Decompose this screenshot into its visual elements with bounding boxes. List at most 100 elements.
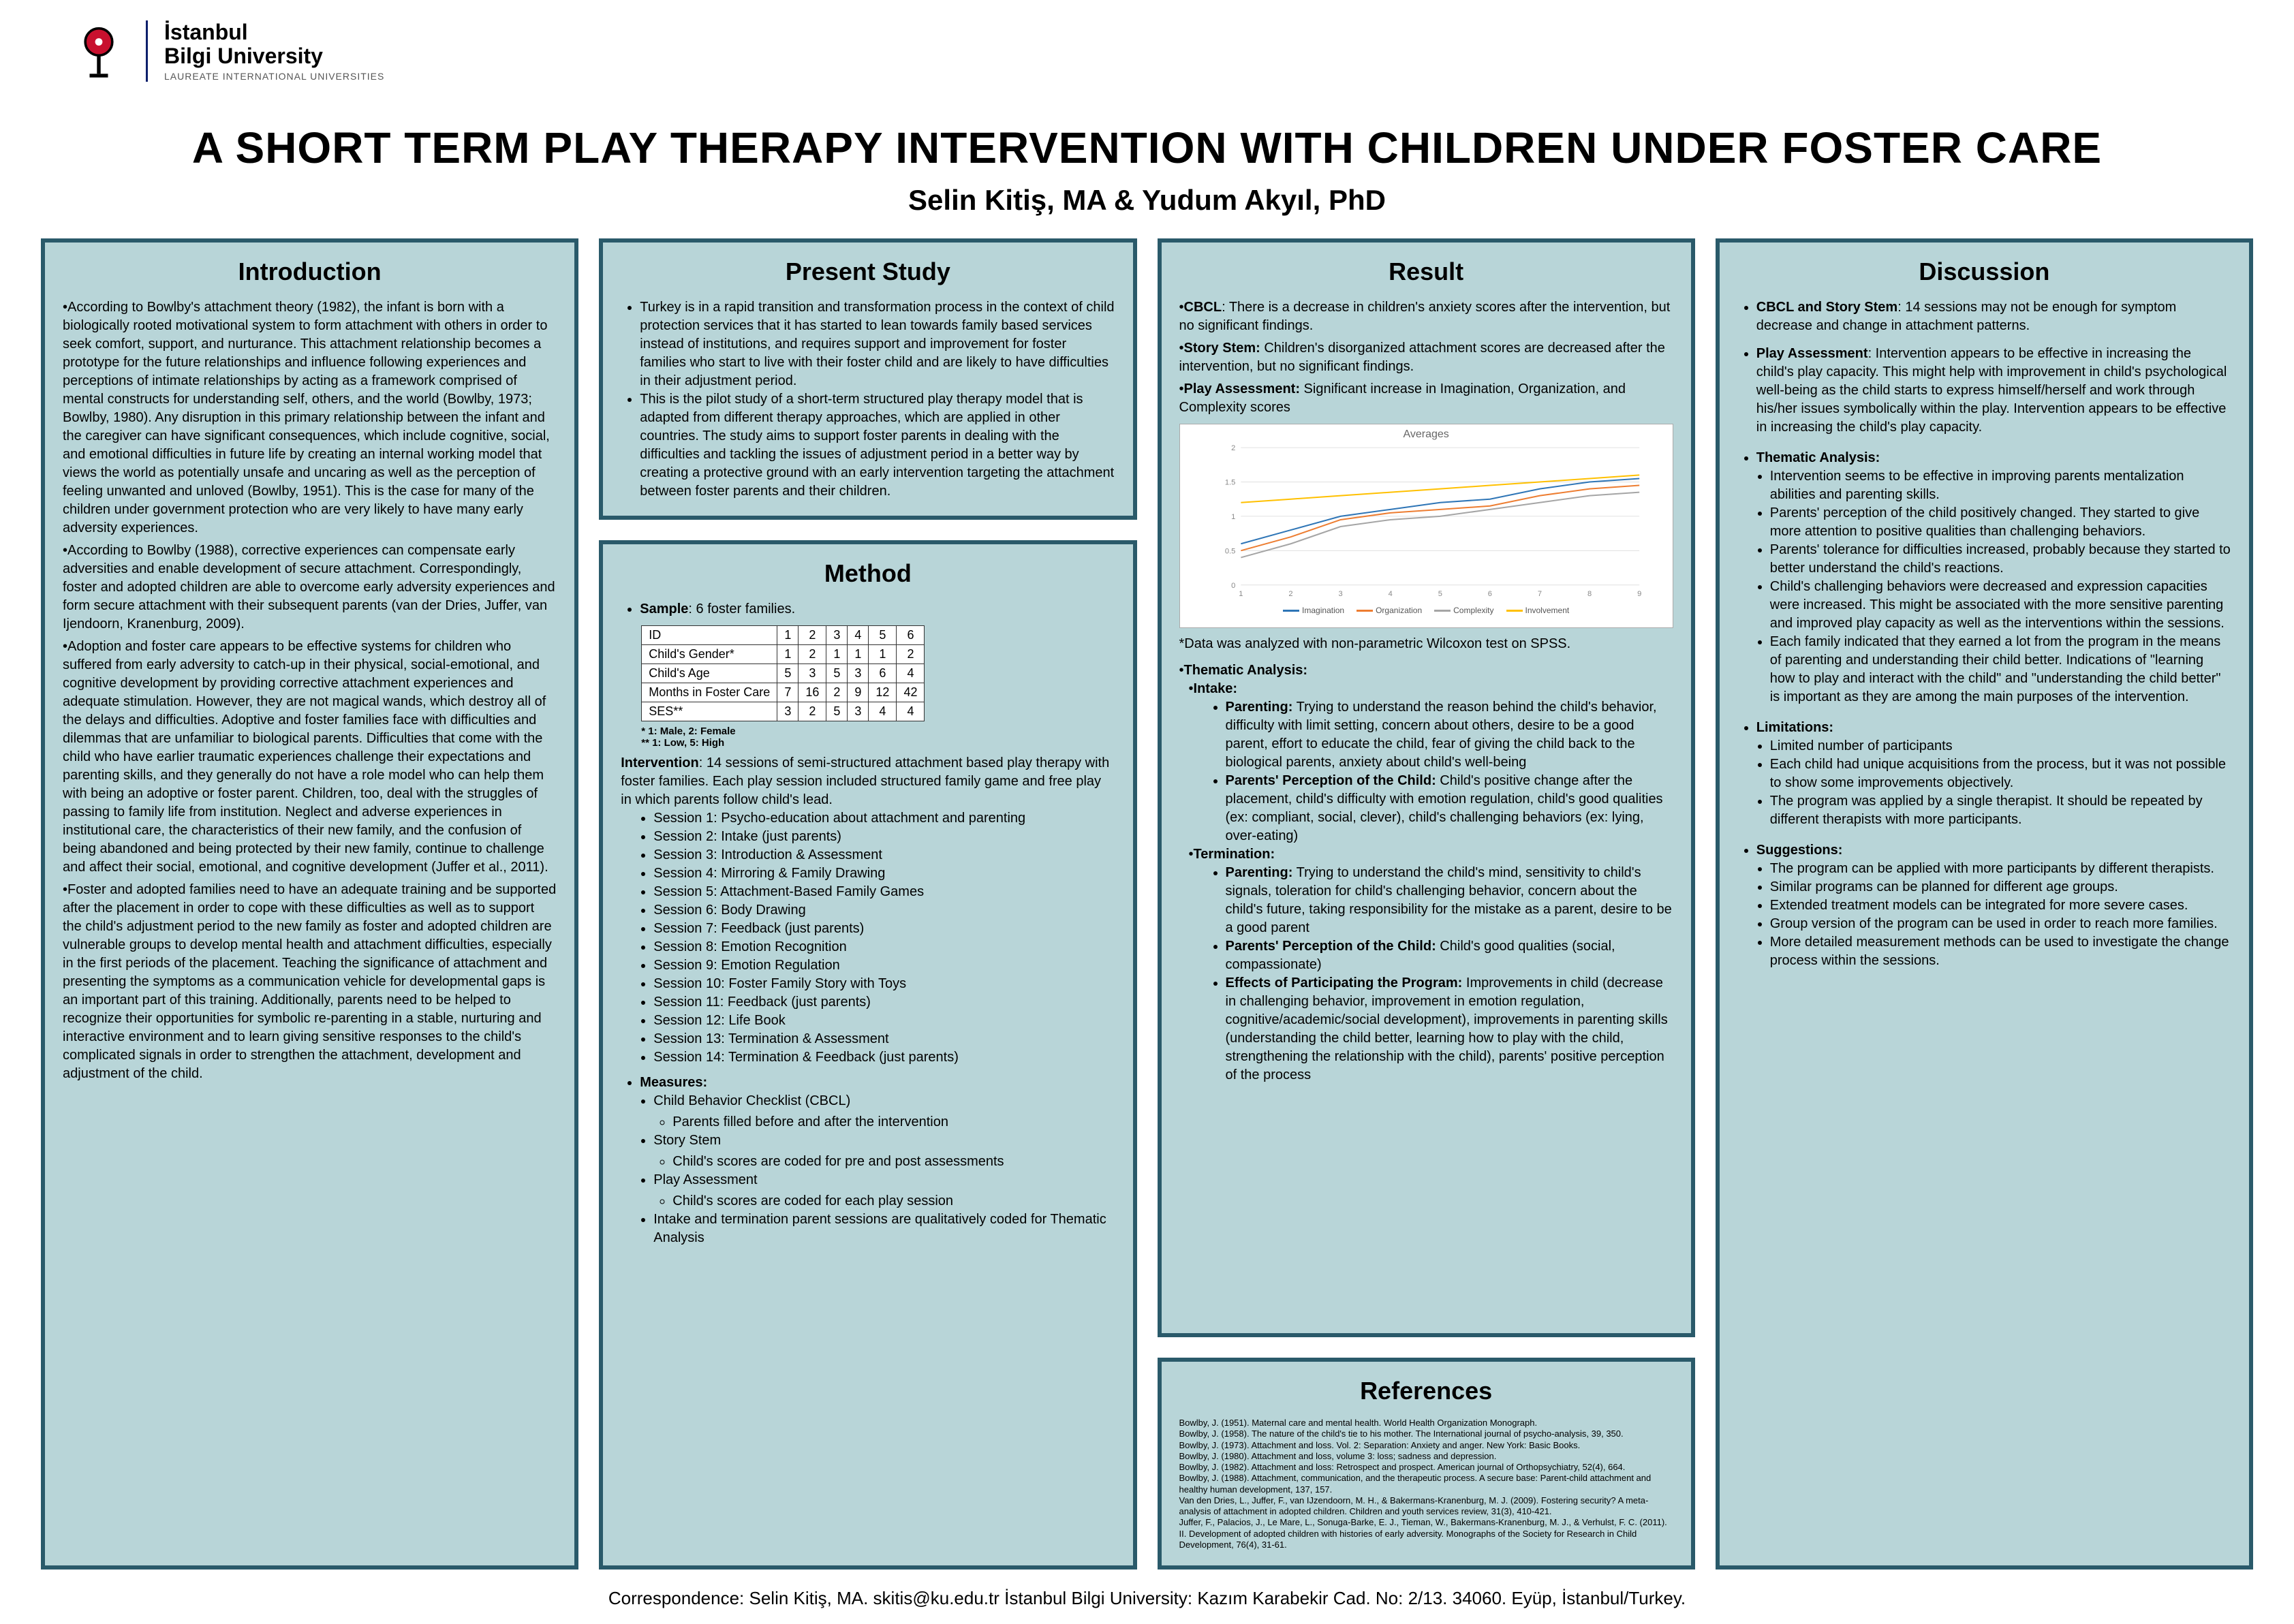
table-header-cell: 6 <box>897 626 925 645</box>
chart-svg: 00.511.52123456789 <box>1184 441 1669 606</box>
reference-item: Bowlby, J. (1988). Attachment, communica… <box>1179 1473 1673 1495</box>
table-header-cell: 3 <box>826 626 848 645</box>
suggestion-item: Extended treatment models can be integra… <box>1770 896 2231 915</box>
table-cell: Months in Foster Care <box>642 683 777 702</box>
table-row: Child's Age535364 <box>642 664 925 683</box>
table-cell: 1 <box>848 645 869 664</box>
panel-present-study: Present Study Turkey is in a rapid trans… <box>599 238 1136 520</box>
result-line: •CBCL: There is a decrease in children's… <box>1179 298 1673 335</box>
session-item: Session 14: Termination & Feedback (just… <box>653 1048 1115 1067</box>
method-heading: Method <box>621 559 1115 588</box>
table-cell: 5 <box>826 664 848 683</box>
averages-chart: Averages 00.511.52123456789 ImaginationO… <box>1179 424 1673 628</box>
discussion-thematic-item: Each family indicated that they earned a… <box>1770 633 2231 706</box>
university-name-line2: Bilgi University <box>164 44 384 68</box>
session-item: Session 5: Attachment-Based Family Games <box>653 883 1115 901</box>
thematic-heading: •Thematic Analysis: <box>1179 661 1673 680</box>
reference-item: Bowlby, J. (1982). Attachment and loss: … <box>1179 1462 1673 1473</box>
measure-item: Story StemChild's scores are coded for p… <box>653 1131 1115 1171</box>
table-cell: 7 <box>777 683 799 702</box>
limitations-list: Limited number of participantsEach child… <box>1751 737 2231 829</box>
session-item: Session 4: Mirroring & Family Drawing <box>653 864 1115 883</box>
svg-text:6: 6 <box>1487 590 1491 598</box>
discussion-thematic-item: Child's challenging behaviors were decre… <box>1770 578 2231 633</box>
column-2: Present Study Turkey is in a rapid trans… <box>599 238 1136 1570</box>
thematic-item: Parents' Perception of the Child: Child'… <box>1226 937 1673 974</box>
table-cell: 3 <box>848 702 869 721</box>
reference-item: Bowlby, J. (1958). The nature of the chi… <box>1179 1428 1673 1439</box>
table-cell: 2 <box>799 702 826 721</box>
session-item: Session 7: Feedback (just parents) <box>653 920 1115 938</box>
panel-result: Result •CBCL: There is a decrease in chi… <box>1158 238 1695 1337</box>
references-heading: References <box>1179 1377 1673 1405</box>
thematic-item: Effects of Participating the Program: Im… <box>1226 974 1673 1084</box>
table-row: SES**325344 <box>642 702 925 721</box>
table-footnote-2: ** 1: Low, 5: High <box>641 737 1115 749</box>
table-header-cell: 4 <box>848 626 869 645</box>
suggestion-item: More detailed measurement methods can be… <box>1770 933 2231 970</box>
reference-item: Bowlby, J. (1973). Attachment and loss. … <box>1179 1440 1673 1451</box>
reference-item: Van den Dries, L., Juffer, F., van IJzen… <box>1179 1495 1673 1518</box>
header: İstanbul Bilgi University LAUREATE INTER… <box>68 20 384 82</box>
limitation-item: The program was applied by a single ther… <box>1770 792 2231 829</box>
measures-label: Measures: <box>640 1074 1115 1092</box>
result-heading: Result <box>1179 257 1673 286</box>
chart-legend: ImaginationOrganizationComplexityInvolve… <box>1184 606 1669 615</box>
header-divider <box>146 20 148 82</box>
svg-text:0: 0 <box>1231 582 1235 590</box>
svg-text:1.5: 1.5 <box>1224 479 1235 487</box>
session-item: Session 10: Foster Family Story with Toy… <box>653 975 1115 993</box>
discussion-item: CBCL and Story Stem: 14 sessions may not… <box>1756 298 2231 335</box>
svg-text:2: 2 <box>1231 444 1235 452</box>
session-item: Session 3: Introduction & Assessment <box>653 846 1115 864</box>
table-cell: 16 <box>799 683 826 702</box>
table-cell: 5 <box>826 702 848 721</box>
reference-item: Juffer, F., Palacios, J., Le Mare, L., S… <box>1179 1517 1673 1550</box>
references-body: Bowlby, J. (1951). Maternal care and men… <box>1179 1418 1673 1550</box>
discussion-thematic-item: Parents' tolerance for difficulties incr… <box>1770 541 2231 578</box>
measure-item: Intake and termination parent sessions a… <box>653 1211 1115 1247</box>
measure-item: Child Behavior Checklist (CBCL)Parents f… <box>653 1092 1115 1131</box>
columns-container: Introduction •According to Bowlby's atta… <box>41 238 2253 1570</box>
table-cell: Child's Gender* <box>642 645 777 664</box>
measures-block: Measures: <box>621 1074 1115 1092</box>
table-cell: 4 <box>869 702 897 721</box>
thematic-item: Parenting: Trying to understand the reas… <box>1226 698 1673 772</box>
table-cell: Child's Age <box>642 664 777 683</box>
session-item: Session 9: Emotion Regulation <box>653 956 1115 975</box>
intervention-label: Intervention <box>621 755 698 770</box>
sample-text: : 6 foster families. <box>688 602 795 616</box>
thematic-group: •Termination: <box>1189 845 1673 864</box>
table-row: Child's Gender*121112 <box>642 645 925 664</box>
method-sample-line: Sample: 6 foster families. <box>640 600 1115 619</box>
table-cell: 2 <box>799 645 826 664</box>
suggestions-label: Suggestions: <box>1756 841 2231 860</box>
university-logo-icon <box>68 20 129 82</box>
legend-item: Imagination <box>1283 606 1344 615</box>
legend-item: Organization <box>1357 606 1422 615</box>
svg-text:8: 8 <box>1587 590 1592 598</box>
session-item: Session 2: Intake (just parents) <box>653 828 1115 846</box>
introduction-body: •According to Bowlby's attachment theory… <box>63 298 557 1083</box>
suggestions-list: The program can be applied with more par… <box>1751 860 2231 970</box>
svg-text:1: 1 <box>1239 590 1243 598</box>
correspondence-line: Correspondence: Selin Kitiş, MA. skitis@… <box>0 1588 2294 1609</box>
university-name-block: İstanbul Bilgi University LAUREATE INTER… <box>164 20 384 82</box>
table-row: Months in Foster Care716291242 <box>642 683 925 702</box>
introduction-paragraph: •According to Bowlby (1988), corrective … <box>63 542 557 634</box>
table-cell: 1 <box>826 645 848 664</box>
discussion-thematic-item: Parents' perception of the child positiv… <box>1770 504 2231 541</box>
table-cell: 5 <box>777 664 799 683</box>
svg-text:9: 9 <box>1637 590 1641 598</box>
table-header-cell: ID <box>642 626 777 645</box>
limitation-item: Limited number of participants <box>1770 737 2231 755</box>
sessions-list: Session 1: Psycho-education about attach… <box>634 809 1115 1067</box>
university-name-line1: İstanbul <box>164 20 384 44</box>
thematic-body: •Intake:Parenting: Trying to understand … <box>1179 680 1673 1084</box>
discussion-thematic-item: Intervention seems to be effective in im… <box>1770 467 2231 504</box>
column-1: Introduction •According to Bowlby's atta… <box>41 238 578 1570</box>
table-cell: 12 <box>869 683 897 702</box>
university-subtitle: LAUREATE INTERNATIONAL UNIVERSITIES <box>164 71 384 82</box>
limitations-label: Limitations: <box>1756 719 2231 737</box>
introduction-paragraph: •Foster and adopted families need to hav… <box>63 881 557 1083</box>
